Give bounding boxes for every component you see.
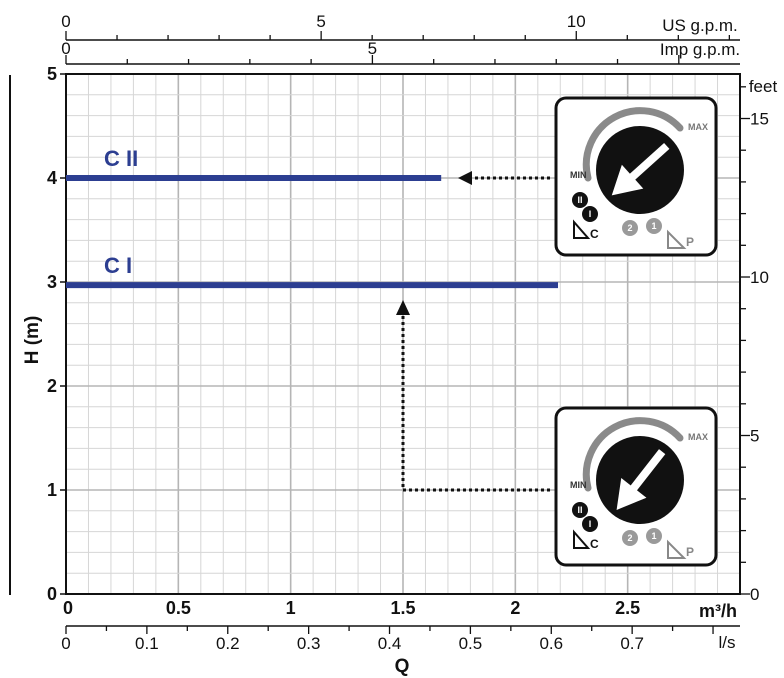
m3h-unit-label: m³/h bbox=[699, 601, 737, 621]
knob-speed-c2-dot bbox=[572, 192, 588, 208]
ls-unit-label: l/s bbox=[719, 633, 736, 652]
head-axis: 0 1 2 3 4 5 bbox=[47, 64, 66, 604]
knob-range-arc bbox=[582, 417, 684, 492]
knob-speed-c1-dot-label: I bbox=[589, 209, 592, 219]
ls-tick-label: 0.4 bbox=[378, 634, 402, 653]
feet-tick-label: 5 bbox=[750, 427, 759, 446]
knob-speed-c1-dot-label: I bbox=[589, 519, 592, 529]
y-tick-label: 2 bbox=[47, 376, 57, 396]
y-tick-label: 3 bbox=[47, 272, 57, 292]
series-label-2: C I bbox=[104, 253, 132, 278]
ls-tick-label: 0.2 bbox=[216, 634, 240, 653]
x-tick-label: 0 bbox=[63, 598, 73, 618]
knob-speed-c2-dot bbox=[572, 502, 588, 518]
feet-tick-label: 15 bbox=[750, 110, 769, 129]
knob-speed-p2-dot-label: 2 bbox=[627, 223, 632, 233]
constant-mode-label: C bbox=[590, 537, 599, 551]
knob-speed-p2-dot bbox=[622, 530, 638, 546]
knob-max-label: MAX bbox=[688, 432, 708, 442]
us-gpm-tick-label: 10 bbox=[567, 12, 586, 31]
series-label-1: C II bbox=[104, 146, 138, 171]
knob-pointer-icon bbox=[616, 449, 666, 510]
arrow-to-c2 bbox=[458, 171, 550, 185]
imp-gpm-tick-label: 0 bbox=[61, 39, 70, 58]
ls-tick-label: 0.5 bbox=[459, 634, 483, 653]
flow-axis-ls: 0 0.1 0.2 0.3 0.4 0.5 0.6 0.7 bbox=[61, 625, 740, 653]
proportional-mode-label: P bbox=[686, 235, 694, 249]
ls-tick-label: 0.6 bbox=[539, 634, 563, 653]
ls-tick-label: 0 bbox=[61, 634, 70, 653]
knob-min-label: MIN bbox=[570, 480, 587, 490]
knob-min-label: MIN bbox=[570, 170, 587, 180]
y-tick-label: 5 bbox=[47, 64, 57, 84]
ls-tick-label: 0.1 bbox=[135, 634, 159, 653]
knob-pointer-icon bbox=[611, 142, 670, 196]
knob-speed-p2-dot-label: 2 bbox=[627, 533, 632, 543]
knob-speed-p1-dot bbox=[646, 528, 662, 544]
feet-tick-label: 0 bbox=[750, 585, 759, 604]
knob-speed-c1-dot bbox=[582, 516, 598, 532]
ls-tick-label: 0.7 bbox=[620, 634, 644, 653]
constant-mode-icon bbox=[573, 529, 591, 549]
feet-axis: 0 5 10 15 bbox=[740, 86, 769, 604]
imp-gpm-tick-label: 5 bbox=[368, 39, 377, 58]
constant-mode-label: C bbox=[590, 227, 599, 241]
us-gpm-tick-label: 0 bbox=[61, 12, 70, 31]
x-tick-label: 2 bbox=[510, 598, 520, 618]
top-axes: 0 5 10 0 5 bbox=[61, 12, 740, 65]
ls-tick-label: 0.3 bbox=[297, 634, 321, 653]
constant-mode-icon bbox=[573, 219, 591, 239]
arrow-to-c1 bbox=[396, 300, 550, 492]
flow-axis-m3h: 0 0.5 1 1.5 2 2.5 bbox=[63, 598, 640, 618]
us-gpm-unit-label: US g.p.m. bbox=[662, 16, 738, 35]
knob-speed-p2-dot bbox=[622, 220, 638, 236]
series: C II C I bbox=[66, 146, 559, 289]
proportional-mode-label: P bbox=[686, 545, 694, 559]
knob-speed-c2-dot-label: II bbox=[577, 505, 582, 515]
plot-frame bbox=[65, 73, 741, 595]
knob-speed-p1-dot-label: 1 bbox=[651, 531, 656, 541]
y-tick-label: 1 bbox=[47, 480, 57, 500]
knob-speed-p1-dot-label: 1 bbox=[651, 221, 656, 231]
y-axis-title: H (m) bbox=[22, 316, 43, 365]
feet-tick-label: 10 bbox=[750, 268, 769, 287]
proportional-mode-icon bbox=[667, 539, 687, 559]
us-gpm-tick-label: 5 bbox=[316, 12, 325, 31]
knob-speed-c1-dot bbox=[582, 206, 598, 222]
imp-gpm-unit-label: Imp g.p.m. bbox=[660, 40, 740, 59]
knob-range-arc bbox=[582, 107, 684, 182]
proportional-mode-icon bbox=[667, 229, 687, 249]
feet-unit-label: feet bbox=[749, 77, 778, 96]
x-tick-label: 0.5 bbox=[166, 598, 191, 618]
y-tick-label: 0 bbox=[47, 584, 57, 604]
x-tick-label: 1.5 bbox=[390, 598, 415, 618]
x-axis-title: Q bbox=[395, 656, 410, 677]
knob-max-label: MAX bbox=[688, 122, 708, 132]
knob-speed-c2-dot-label: II bbox=[577, 195, 582, 205]
x-tick-label: 1 bbox=[286, 598, 296, 618]
knob-speed-p1-dot bbox=[646, 218, 662, 234]
y-tick-label: 4 bbox=[47, 168, 57, 188]
x-tick-label: 2.5 bbox=[615, 598, 640, 618]
